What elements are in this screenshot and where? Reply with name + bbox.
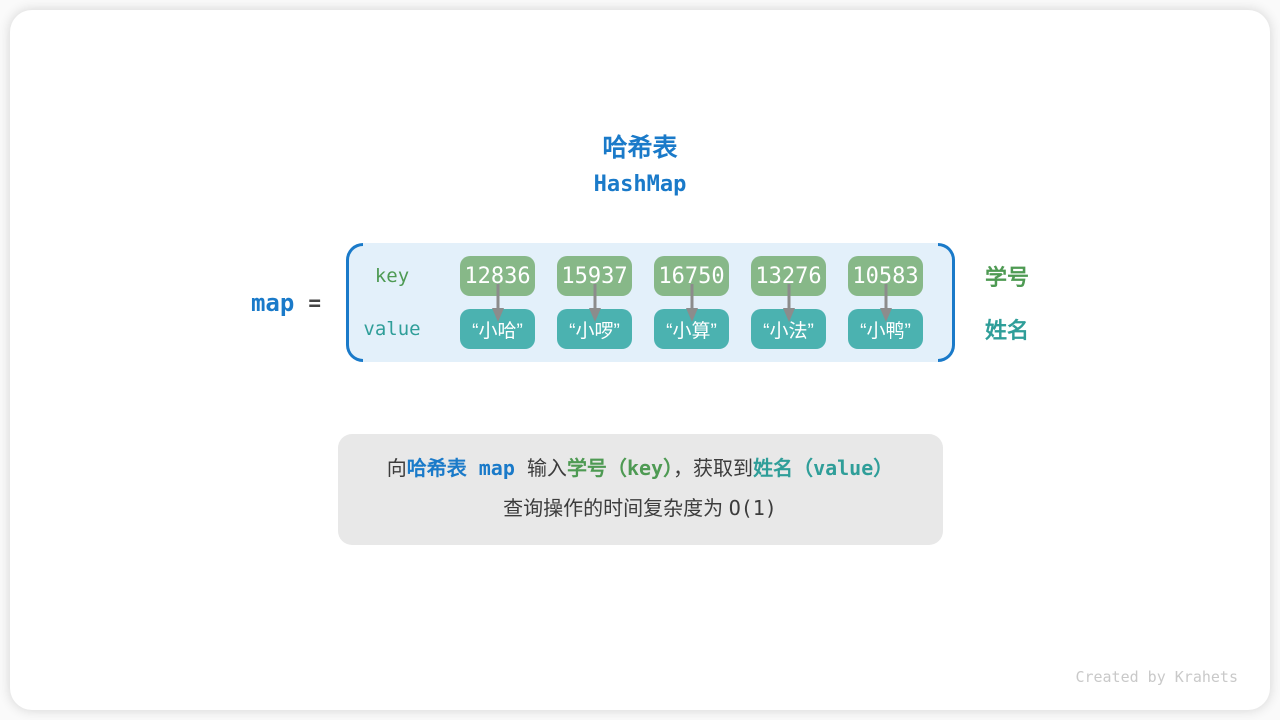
caption-student-id: 学号（ xyxy=(566,458,627,481)
map-entry: 13276 “小法” xyxy=(751,256,826,350)
caption-key-code: key xyxy=(626,456,664,481)
equals-sign: = xyxy=(308,290,321,315)
arrow-down-icon xyxy=(879,284,892,323)
value-box: “小法” xyxy=(751,309,826,350)
map-entry: 12836 “小哈” xyxy=(460,256,535,350)
row-labels: key value xyxy=(346,256,438,349)
caption-map-code: map xyxy=(466,456,527,481)
caption-value-code: value xyxy=(813,456,874,481)
caption-paren: ） xyxy=(873,458,894,481)
caption-complexity-code: O(1) xyxy=(728,496,777,521)
side-labels: 学号 姓名 xyxy=(985,256,1029,349)
arrow-down-icon xyxy=(685,284,698,323)
key-box: 12836 xyxy=(460,256,535,297)
caption-paren: ） xyxy=(663,458,674,481)
arrow-down-icon xyxy=(782,284,795,323)
arrow-down-icon xyxy=(491,284,504,323)
caption-text: ，获取到 xyxy=(673,458,754,481)
caption-line-2: 查询操作的时间复杂度为 O(1) xyxy=(503,493,777,524)
caption-text: 向 xyxy=(386,458,407,481)
page-title-zh: 哈希表 xyxy=(602,134,678,162)
value-row-label: value xyxy=(363,318,421,341)
right-bracket xyxy=(938,243,955,363)
hashmap-container: key value 12836 “小哈” 15937 “小啰” 16750 xyxy=(346,243,955,363)
key-row-label: key xyxy=(374,265,410,288)
caption-hashmap-zh: 哈希表 xyxy=(406,458,467,481)
hashmap-diagram: map = key value 12836 “小哈” 15937 “小啰” xyxy=(251,243,1029,363)
value-box: “小啰” xyxy=(557,309,632,350)
page-title-en: HashMap xyxy=(593,171,687,197)
arrow-down-icon xyxy=(588,284,601,323)
map-assignment: map = xyxy=(251,289,321,317)
caption-box: 向哈希表 map 输入学号（key），获取到姓名（value） 查询操作的时间复… xyxy=(337,434,943,546)
side-label-name: 姓名 xyxy=(985,318,1030,344)
diagram-card: 哈希表 HashMap map = key value 12836 “小哈” 15… xyxy=(10,10,1270,710)
map-entry: 10583 “小鸭” xyxy=(848,256,923,350)
caption-text: 输入 xyxy=(526,458,567,481)
credit-text: Created by Krahets xyxy=(1075,668,1238,686)
caption-text: 查询操作的时间复杂度为 xyxy=(503,498,729,521)
caption-name: 姓名（ xyxy=(753,458,814,481)
side-label-student-id: 学号 xyxy=(985,265,1030,291)
map-entry: 15937 “小啰” xyxy=(557,256,632,350)
caption-line-1: 向哈希表 map 输入学号（key），获取到姓名（value） xyxy=(387,453,894,484)
value-box: “小鸭” xyxy=(848,309,923,350)
map-entries: 12836 “小哈” 15937 “小啰” 16750 “小算” 13276 xyxy=(460,256,923,350)
map-variable-label: map xyxy=(250,288,295,317)
map-entry: 16750 “小算” xyxy=(654,256,729,350)
